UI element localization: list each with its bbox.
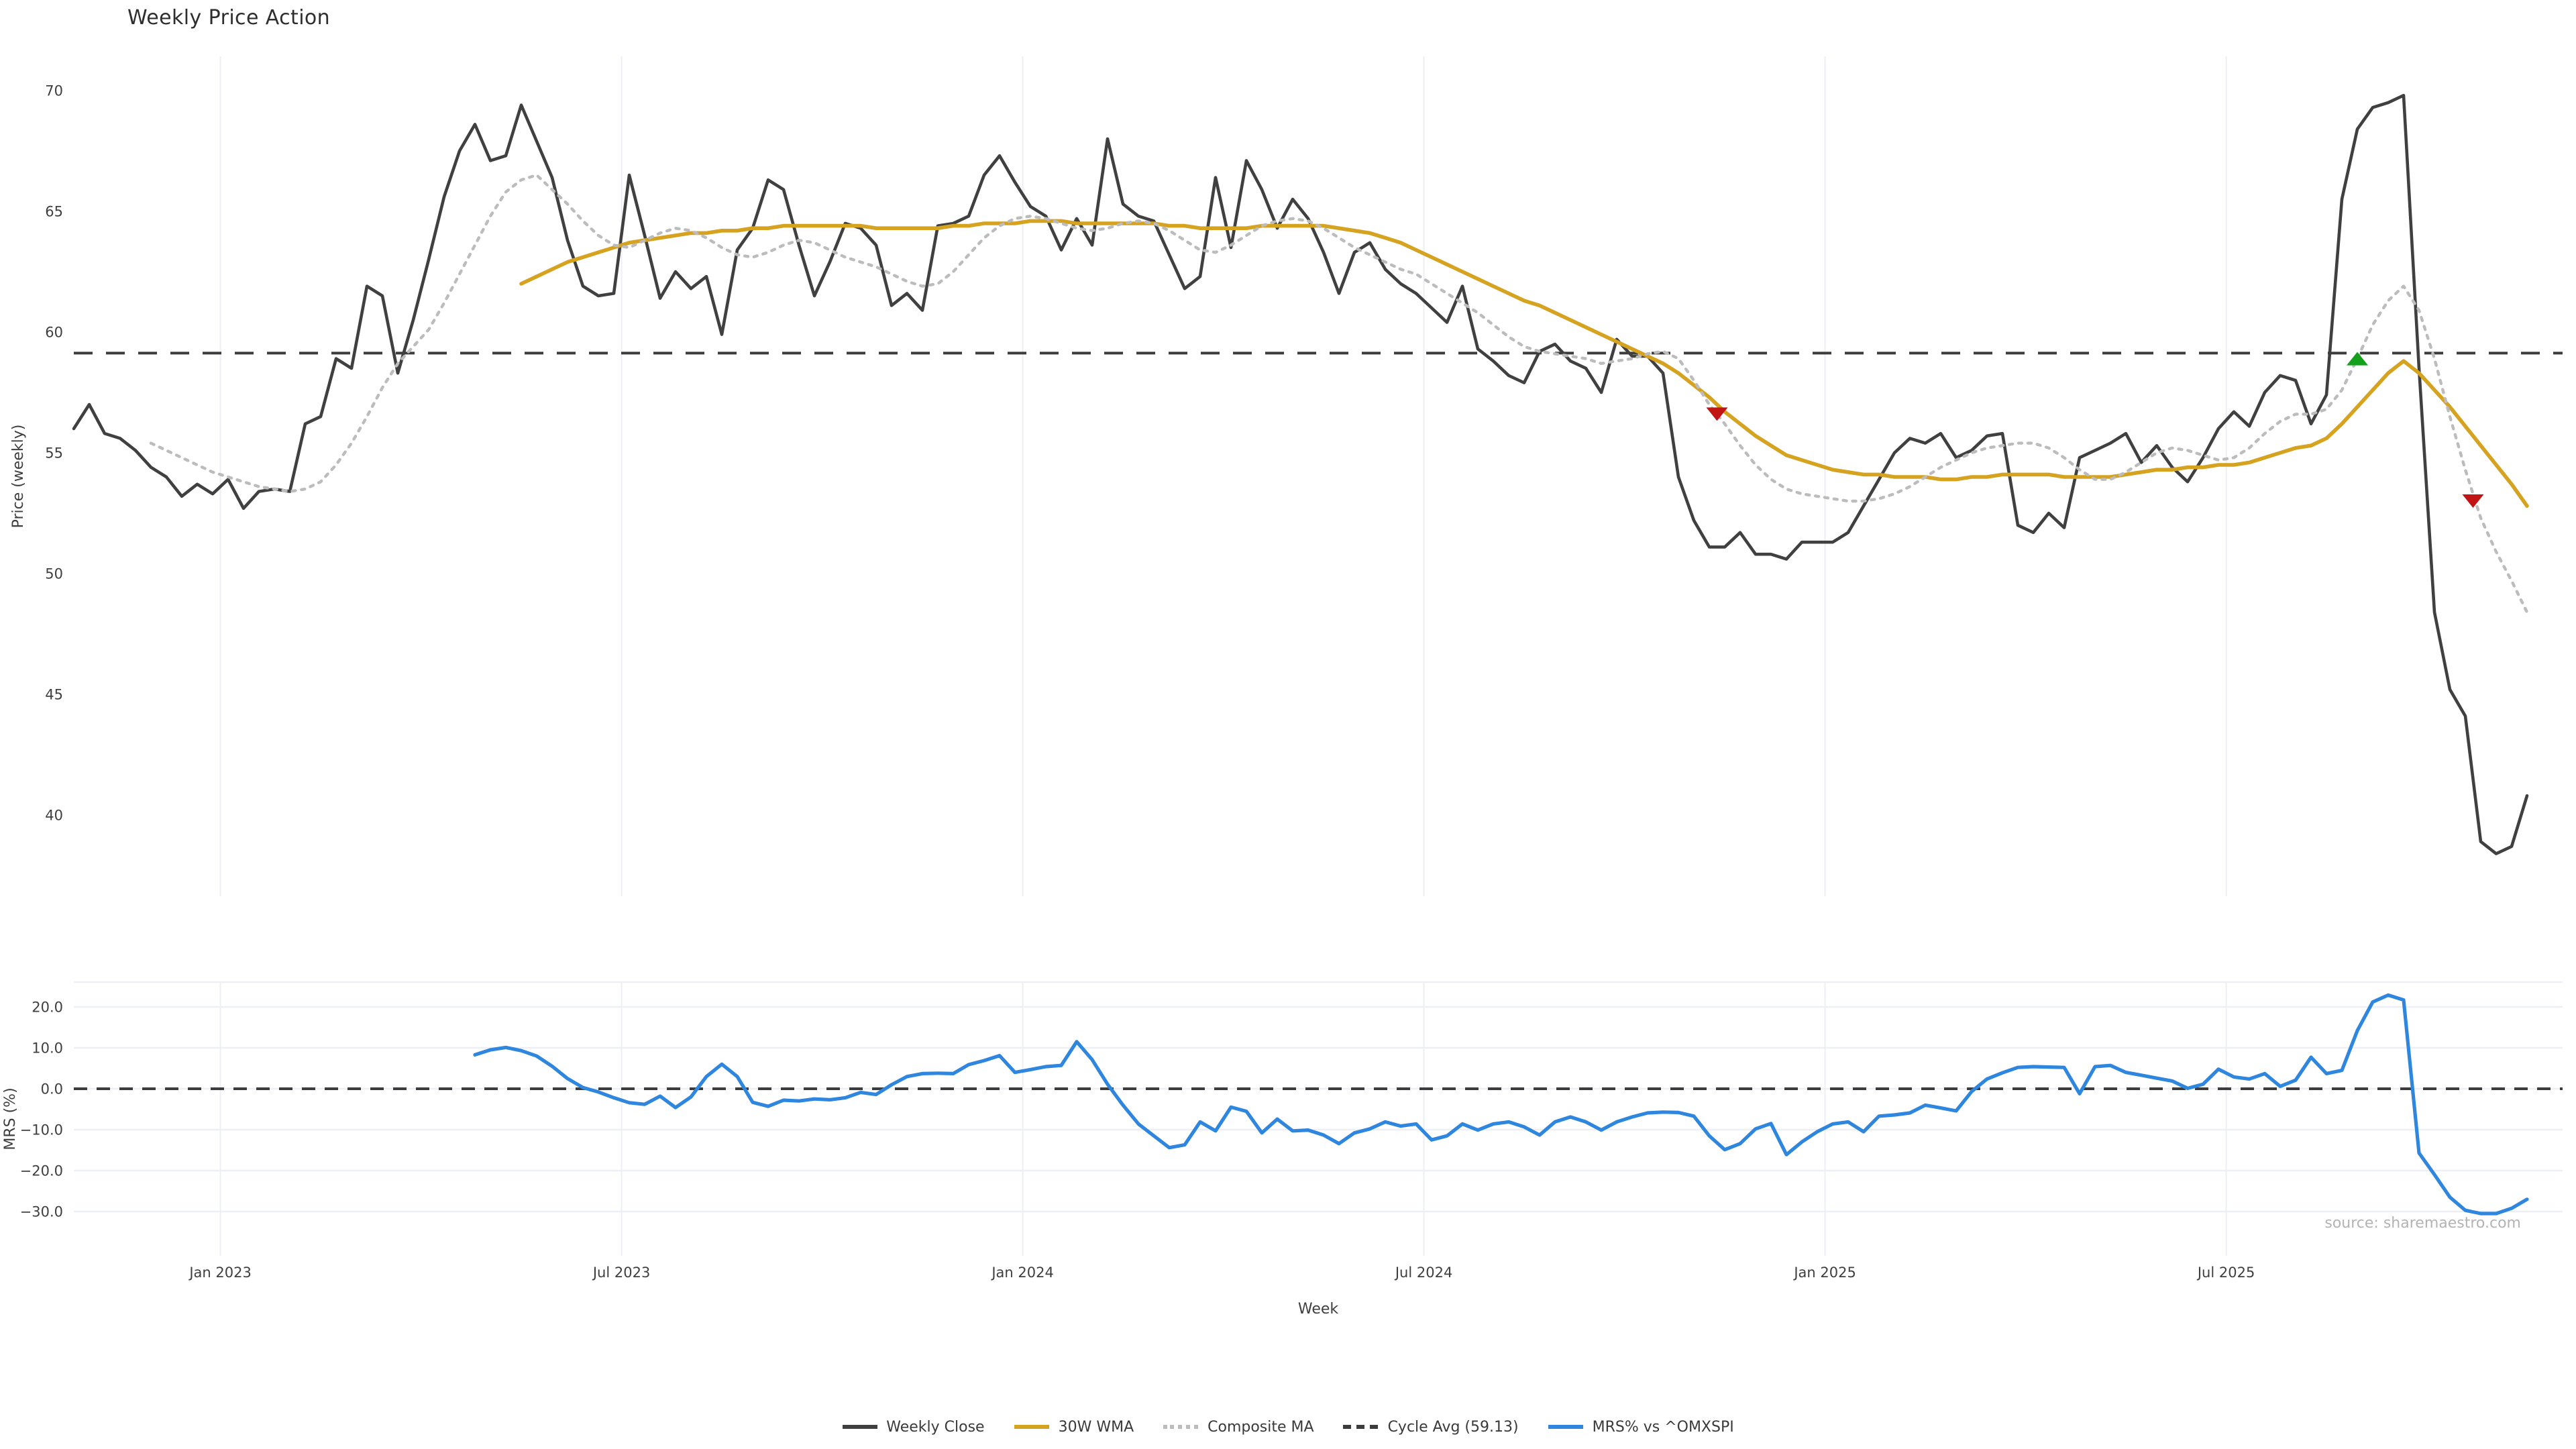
svg-text:50: 50 (45, 566, 63, 582)
month-gridlines (219, 56, 2227, 1256)
signal-markers (1706, 352, 2484, 508)
legend-swatch-icon (1014, 1425, 1049, 1429)
svg-text:Jul 2024: Jul 2024 (1394, 1265, 1452, 1281)
svg-text:0.0: 0.0 (41, 1081, 63, 1097)
price-axis-ticks: 70 65 60 55 50 45 40 (45, 83, 63, 824)
svg-text:Jan 2025: Jan 2025 (1792, 1265, 1856, 1281)
svg-text:45: 45 (45, 687, 63, 703)
svg-text:60: 60 (45, 325, 63, 341)
svg-text:−20.0: −20.0 (20, 1163, 63, 1179)
mrs-axis-ticks: 20.0 10.0 0.0 −10.0 −20.0 −30.0 (20, 1000, 63, 1220)
x-axis-ticks: Jan 2023 Jul 2023 Jan 2024 Jul 2024 Jan 2025… (188, 1265, 2255, 1281)
buy-signal-1-triangle-up-icon (2347, 352, 2368, 366)
week-axis-label: Week (1298, 1301, 1339, 1318)
chart-title: Weekly Price Action (127, 5, 331, 30)
sell-signal-2-triangle-down-icon (2462, 494, 2484, 508)
legend-label: Weekly Close (886, 1418, 985, 1436)
svg-text:−30.0: −30.0 (20, 1204, 63, 1220)
legend-item-cycle-avg-59-13-: Cycle Avg (59.13) (1343, 1418, 1519, 1436)
svg-text:65: 65 (45, 204, 63, 220)
legend-label: Cycle Avg (59.13) (1387, 1418, 1519, 1436)
series-weekly-close (72, 93, 2529, 855)
legend-swatch-icon (842, 1425, 877, 1429)
svg-text:10.0: 10.0 (32, 1040, 63, 1057)
svg-text:Jul 2025: Jul 2025 (2196, 1265, 2255, 1281)
legend-swatch-icon (1163, 1425, 1199, 1429)
legend-item-weekly-close: Weekly Close (842, 1418, 985, 1436)
series-composite-ma (149, 173, 2529, 614)
mrs-axis-label: MRS (%) (2, 1087, 19, 1150)
series-mrs-vs-omxspi (473, 993, 2529, 1216)
svg-text:40: 40 (45, 808, 63, 824)
svg-text:55: 55 (45, 445, 63, 462)
svg-text:−10.0: −10.0 (20, 1122, 63, 1138)
svg-text:Jul 2023: Jul 2023 (592, 1265, 650, 1281)
source-watermark: source: sharemaestro.com (2324, 1214, 2521, 1232)
svg-text:Jan 2024: Jan 2024 (990, 1265, 1054, 1281)
series-30w-wma (519, 219, 2529, 508)
price-axis-label: Price (weekly) (10, 425, 27, 529)
chart-legend: Weekly Close 30W WMA Composite MA Cycle Avg… (0, 1418, 2576, 1436)
legend-label: MRS% vs ^OMXSPI (1592, 1418, 1734, 1436)
legend-item-30w-wma: 30W WMA (1014, 1418, 1134, 1436)
legend-label: 30W WMA (1058, 1418, 1134, 1436)
legend-item-composite-ma: Composite MA (1163, 1418, 1314, 1436)
legend-swatch-icon (1548, 1425, 1583, 1429)
sell-signal-1-triangle-down-icon (1706, 407, 1728, 421)
svg-text:20.0: 20.0 (32, 1000, 63, 1016)
legend-swatch-icon (1343, 1425, 1379, 1429)
legend-item-mrs-vs-omxspi: MRS% vs ^OMXSPI (1548, 1418, 1734, 1436)
legend-label: Composite MA (1208, 1418, 1314, 1436)
mrs-gridlines (74, 981, 2563, 1213)
svg-text:70: 70 (45, 83, 63, 99)
svg-text:Jan 2023: Jan 2023 (188, 1265, 252, 1281)
